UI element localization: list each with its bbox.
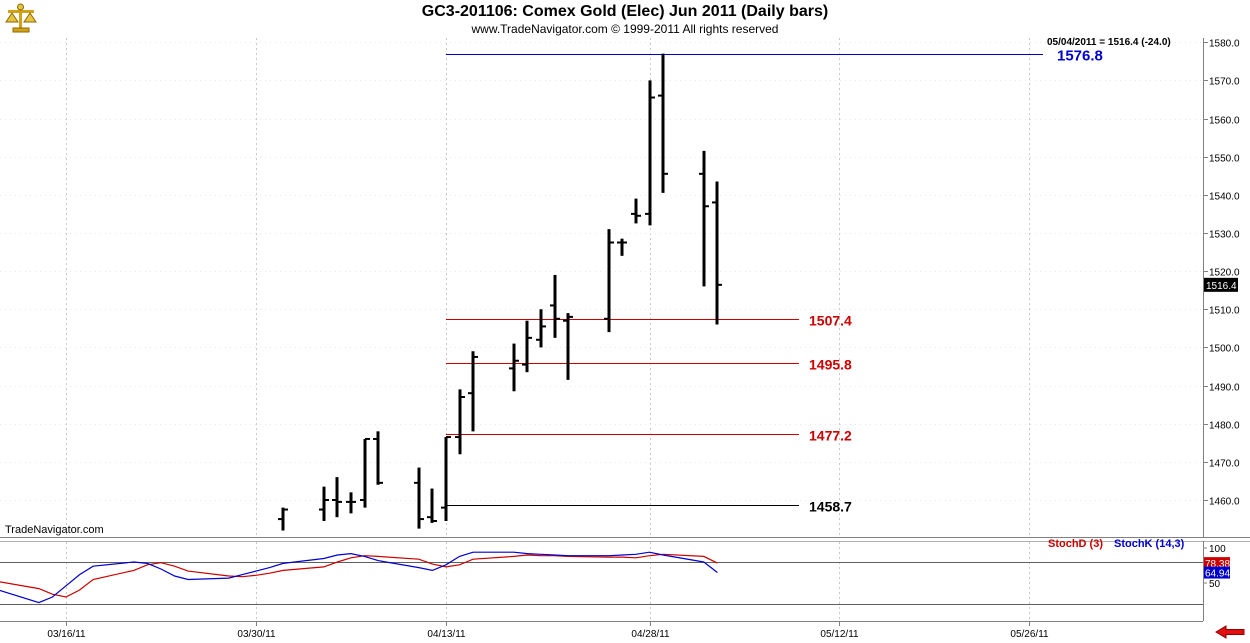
- y-tick-label: 1570.0: [1209, 77, 1240, 88]
- ohlc-bar: [427, 488, 437, 523]
- ohlc-bar: [563, 313, 573, 380]
- stochd-last-box: [1204, 557, 1230, 570]
- stochk-series-line: [0, 551, 718, 604]
- gold-scale-logo-icon: [5, 3, 37, 33]
- stochd-series-line: [0, 553, 718, 598]
- level-label: 1477.2: [809, 428, 852, 444]
- ohlc-bar: [536, 309, 546, 348]
- grid-lines: [0, 38, 1203, 621]
- legend-stochk: StochK (14,3): [1114, 538, 1185, 550]
- x-tick-label: 05/12/11: [820, 629, 859, 640]
- level-label: 1507.4: [809, 313, 852, 329]
- x-axis: 03/16/11 03/30/11 04/13/11 04/28/11 05/12/11…: [47, 621, 1049, 640]
- y-tick-label: 1500.0: [1209, 344, 1240, 355]
- x-tick-label: 04/13/11: [427, 629, 466, 640]
- x-tick-label: 03/16/11: [47, 629, 86, 640]
- back-arrow-icon[interactable]: [1214, 624, 1246, 640]
- x-tick-label: 03/30/11: [237, 629, 276, 640]
- stoch-y-tick-label: 100: [1209, 544, 1226, 555]
- level-label: 1495.8: [809, 357, 852, 373]
- y-tick-label: 1480.0: [1209, 421, 1240, 432]
- y-tick-label: 1490.0: [1209, 383, 1240, 394]
- brand-watermark: TradeNavigator.com: [5, 524, 104, 536]
- y-tick-label: 1510.0: [1209, 306, 1240, 317]
- ohlc-bar: [658, 53, 668, 193]
- x-tick-label: 04/28/11: [631, 629, 670, 640]
- ohlc-bar: [373, 431, 383, 485]
- y-tick-label: 1540.0: [1209, 192, 1240, 203]
- ohlc-bar: [699, 150, 709, 287]
- ohlc-bar: [604, 229, 614, 333]
- stochk-last-label: 64.94: [1205, 569, 1230, 580]
- ohlc-bar: [631, 198, 641, 224]
- last-price-label: 1516.4: [1206, 281, 1237, 292]
- stochk-last-box: [1204, 566, 1230, 579]
- ohlc-bar: [319, 486, 329, 521]
- y-tick-label: 1460.0: [1209, 497, 1240, 508]
- x-tick-label: 05/26/11: [1010, 629, 1049, 640]
- y-tick-label: 1470.0: [1209, 459, 1240, 470]
- ohlc-bar: [509, 343, 519, 392]
- ohlc-bar: [455, 389, 465, 455]
- chart-title: GC3-201106: Comex Gold (Elec) Jun 2011 (…: [421, 3, 829, 20]
- ohlc-bar: [522, 320, 532, 373]
- ohlc-bar: [441, 436, 451, 521]
- ohlc-bars: [278, 53, 722, 531]
- y-tick-label: 1550.0: [1209, 154, 1240, 165]
- stoch-y-tick-label: 50: [1209, 579, 1221, 590]
- price-y-axis: 1460.0 1470.0 1480.0 1490.0 1500.0 1510.0 1520…: [1203, 39, 1240, 508]
- price-readout: 05/04/2011 = 1516.4 (-24.0): [1047, 37, 1171, 48]
- ohlc-bar: [712, 181, 722, 325]
- ohlc-bar: [414, 467, 424, 529]
- legend-stochd: StochD (3): [1048, 538, 1103, 550]
- y-tick-label: 1580.0: [1209, 39, 1240, 50]
- y-tick-label: 1520.0: [1209, 268, 1240, 279]
- ohlc-bar: [346, 492, 356, 514]
- ohlc-bar: [550, 274, 560, 338]
- ohlc-bar: [617, 238, 627, 256]
- y-tick-label: 1560.0: [1209, 116, 1240, 127]
- price-level-lines: 1576.8 1507.4 1495.8 1477.2 1458.7: [445, 48, 1103, 515]
- ohlc-bar: [645, 80, 655, 226]
- y-tick-label: 1530.0: [1209, 230, 1240, 241]
- ohlc-bar: [360, 437, 370, 508]
- level-label: 1576.8: [1057, 48, 1103, 65]
- last-price-box: [1204, 277, 1238, 292]
- level-label: 1458.7: [809, 499, 852, 515]
- chart-subtitle: www.TradeNavigator.com © 1999-2011 All r…: [471, 22, 779, 36]
- stochd-last-label: 78.38: [1205, 559, 1230, 570]
- ohlc-bar: [278, 507, 288, 531]
- last-price-marker: 1516.4: [1204, 277, 1238, 292]
- ohlc-bar: [332, 477, 342, 518]
- ohlc-bar: [468, 351, 478, 432]
